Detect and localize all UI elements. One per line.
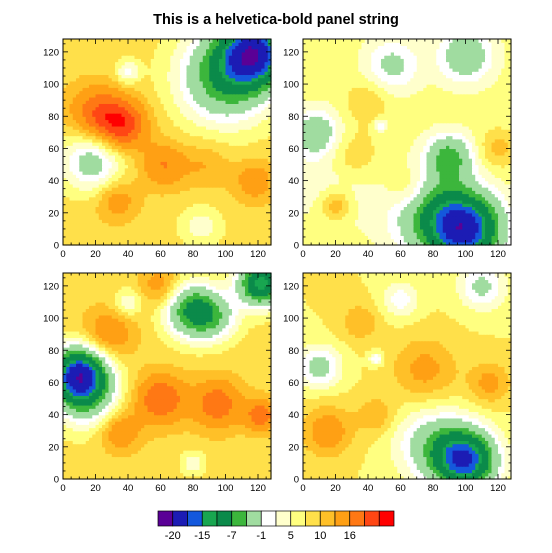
- figure-title: This is a helvetica-bold panel string: [153, 12, 399, 28]
